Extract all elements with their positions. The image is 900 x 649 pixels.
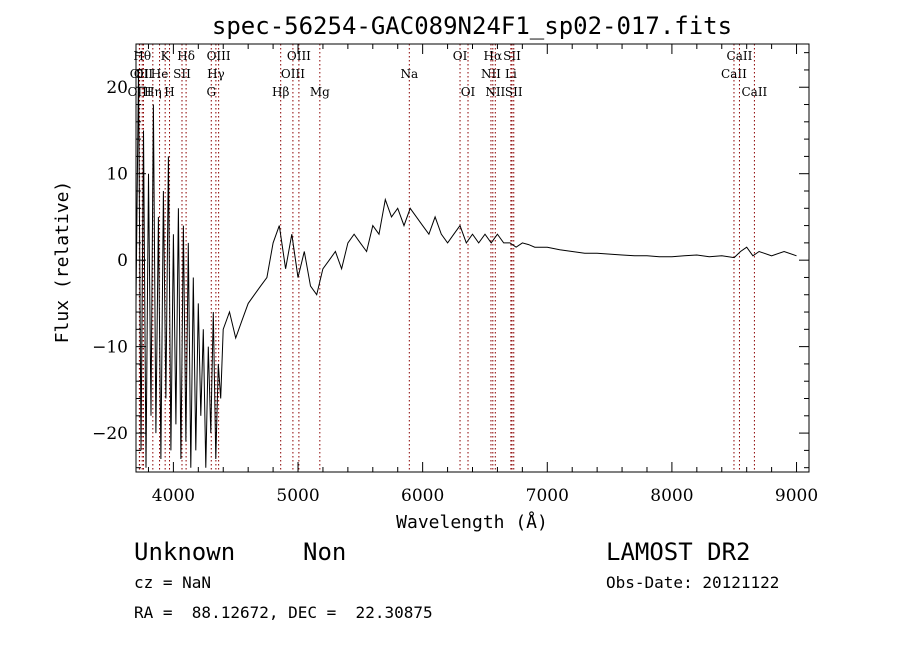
y-axis-label: Flux (relative) — [52, 181, 73, 344]
survey-name: LAMOST DR2 — [606, 538, 751, 566]
spectral-line-label: Hα — [484, 49, 503, 63]
spectral-line-label: CaII — [721, 67, 747, 81]
spectral-line-label: Mg — [310, 85, 330, 99]
y-tick-label: −20 — [92, 424, 128, 444]
spectral-line-label: Hη — [144, 85, 162, 99]
y-tick-label: 0 — [117, 251, 128, 271]
spectral-line-label: SII — [503, 49, 521, 63]
chart-title: spec-56254-GAC089N24F1_sp02-017.fits — [212, 12, 732, 40]
x-axis-label: Wavelength (Å) — [396, 511, 548, 533]
object-class: Unknown — [134, 538, 236, 566]
redshift: cz = NaN — [134, 573, 212, 592]
x-tick-label: 7000 — [526, 486, 569, 506]
spectral-line-label: Hδ — [177, 49, 195, 63]
spectral-line-label: OIII — [287, 49, 311, 63]
spectral-line-label: CaII — [741, 85, 767, 99]
spectral-line-label: SII — [173, 67, 191, 81]
spectral-line-label: OIII — [128, 85, 152, 99]
spectral-line-label: Na — [400, 67, 418, 81]
y-tick-label: −10 — [92, 338, 128, 358]
object-subclass: Non — [303, 538, 347, 566]
y-tick-label: 20 — [106, 78, 128, 98]
x-tick-label: 9000 — [775, 486, 818, 506]
spectral-line-label: OIII — [281, 67, 305, 81]
spectral-line-markers: OIIOIIIHθOIIHηKHeHSIIHδGHγOIIIHβOIIIOIII… — [128, 44, 768, 472]
spectral-line-label: OIII — [207, 49, 231, 63]
spectral-line-label: CaII — [727, 49, 753, 63]
x-tick-label: 8000 — [650, 486, 693, 506]
spectral-line-label: OII — [130, 67, 150, 81]
spectral-line-label: OI — [453, 49, 468, 63]
spectral-line-label: NII — [481, 67, 501, 81]
spectral-line-label: K — [161, 49, 171, 63]
spectral-line-label: Li — [505, 67, 517, 81]
axes: 4000 5000 6000 7000 8000 9000 −20 −10 0 10 20 — [92, 44, 818, 506]
spectrum-line — [135, 69, 797, 468]
spectral-line-label: He — [151, 67, 169, 81]
spectral-line-label: OI — [461, 85, 476, 99]
spectrum-series — [135, 69, 797, 468]
coordinates: RA = 88.12672, DEC = 22.30875 — [134, 603, 433, 622]
y-tick-label: 10 — [106, 165, 128, 185]
x-tick-label: 5000 — [276, 486, 319, 506]
observation-date: Obs-Date: 20121122 — [606, 573, 780, 592]
plot-frame — [135, 43, 810, 473]
spectral-line-label: H — [164, 85, 174, 99]
spectral-line-label: SII — [505, 85, 523, 99]
spectral-line-label: NII — [485, 85, 505, 99]
spectral-line-label: Hγ — [207, 67, 225, 81]
spectral-line-label: G — [206, 85, 216, 99]
spectral-line-label: Hβ — [272, 85, 289, 99]
x-tick-label: 4000 — [152, 486, 195, 506]
x-tick-label: 6000 — [401, 486, 444, 506]
